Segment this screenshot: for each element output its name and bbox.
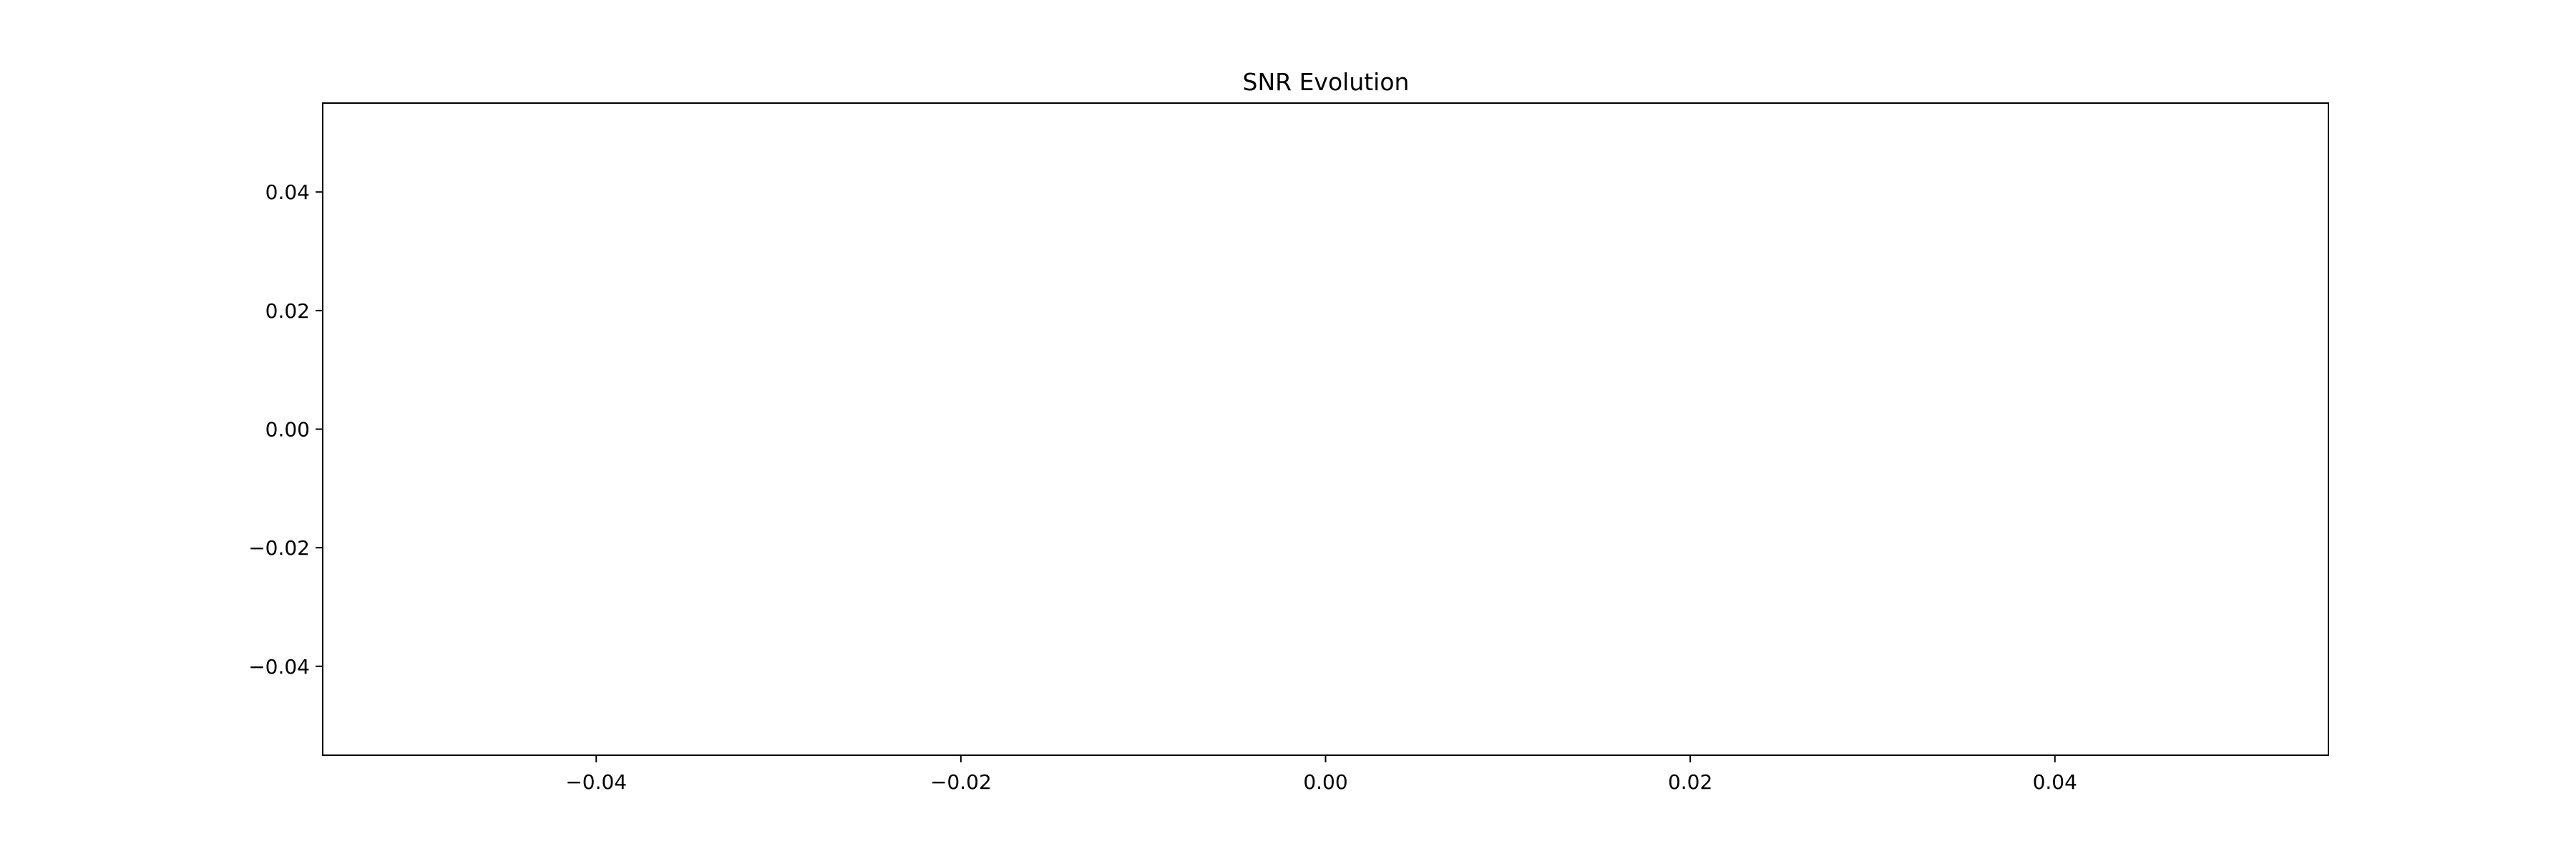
y-tick-label: 0.02 <box>265 299 310 323</box>
y-tick-label: 0.04 <box>265 180 310 204</box>
x-axis: −0.04 −0.02 0.00 0.02 0.04 <box>565 755 2077 794</box>
y-tick-label: 0.00 <box>265 418 310 442</box>
y-tick-label: −0.04 <box>248 655 310 679</box>
y-axis: −0.04 −0.02 0.00 0.02 0.04 <box>248 180 323 679</box>
x-tick-label: −0.04 <box>565 770 627 794</box>
chart-title: SNR Evolution <box>1243 68 1410 96</box>
x-tick-label: −0.02 <box>930 770 992 794</box>
y-tick-label: −0.02 <box>248 536 310 560</box>
x-tick-label: 0.04 <box>2033 770 2077 794</box>
x-tick-label: 0.02 <box>1668 770 1712 794</box>
x-tick-label: 0.00 <box>1303 770 1347 794</box>
